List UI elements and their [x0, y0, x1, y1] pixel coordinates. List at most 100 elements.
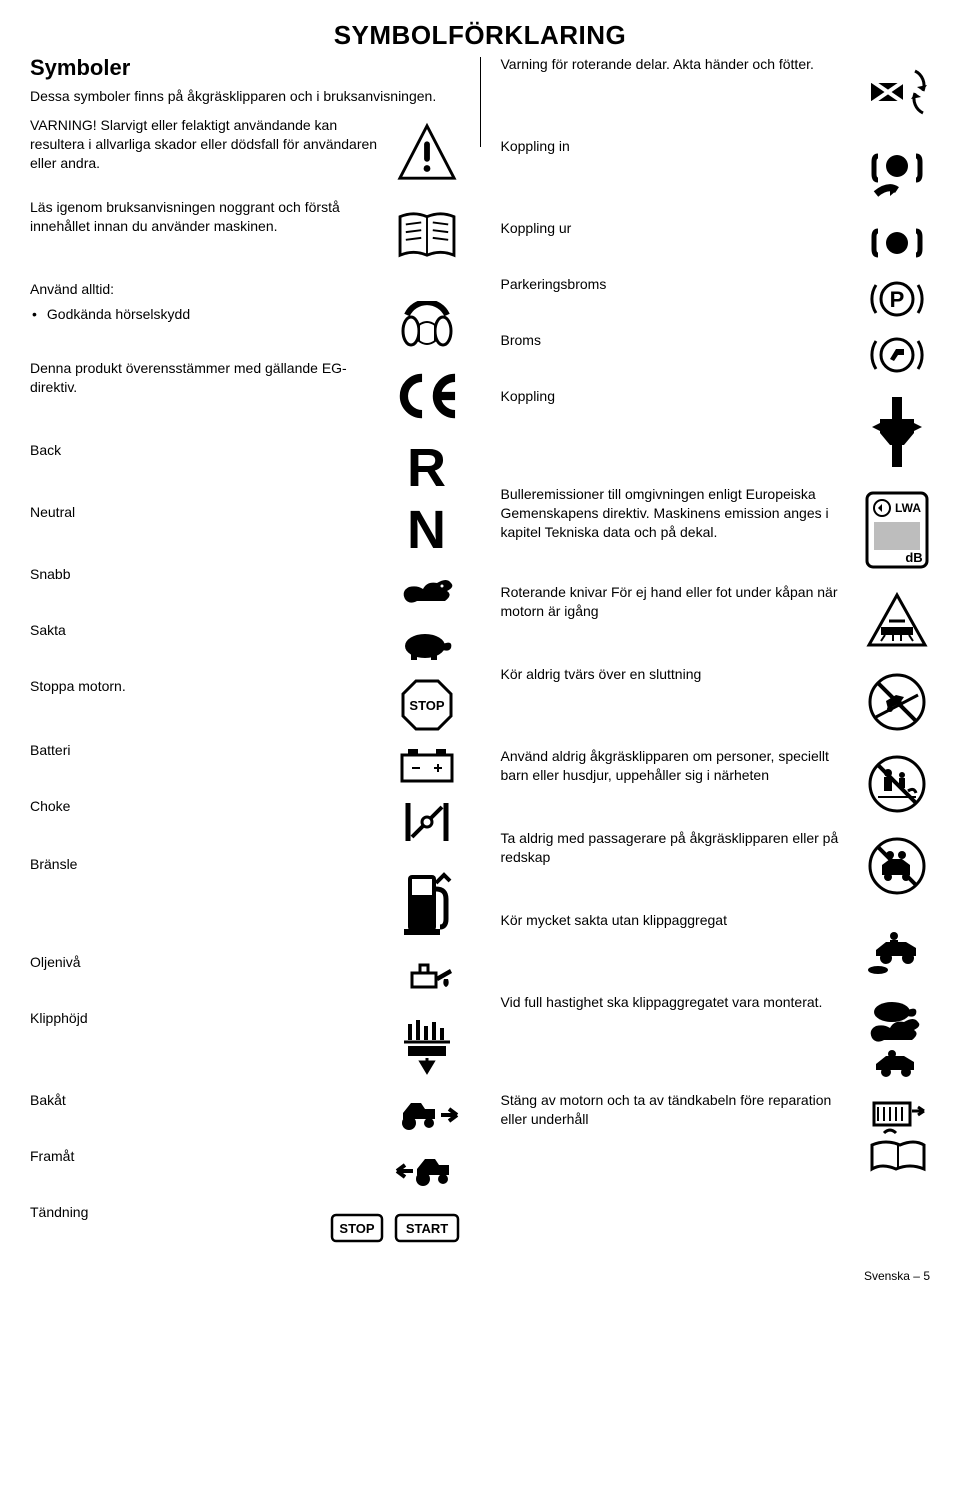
row-brake: Broms	[501, 331, 931, 379]
ear-protection-icon	[394, 301, 460, 351]
battery-icon	[394, 741, 460, 789]
battery-text: Batteri	[30, 741, 384, 760]
row-oil: Oljenivå	[30, 953, 460, 1001]
svg-text:LWA: LWA	[895, 501, 921, 515]
full-speed-text: Vid full hastighet ska klippaggregatet v…	[501, 993, 855, 1012]
row-stop-engine: Stoppa motorn. STOP	[30, 677, 460, 733]
oil-can-icon	[394, 953, 460, 1001]
row-no-slope: Kör aldrig tvärs över en sluttning	[501, 665, 931, 739]
row-no-bystanders: Använd aldrig åkgräsklipparen om persone…	[501, 747, 931, 821]
row-clutch-in: Koppling in	[501, 137, 931, 211]
row-fast: Snabb	[30, 565, 460, 613]
row-rot-knives: Roterande knivar För ej hand eller fot u…	[501, 583, 931, 657]
row-rotating: Varning för roterande delar. Akta händer…	[501, 55, 931, 129]
row-full-speed: Vid full hastighet ska klippaggregatet v…	[501, 993, 931, 1083]
warning-triangle-icon	[394, 116, 460, 190]
neutral-n-icon: N	[394, 503, 460, 557]
cut-height-text: Klipphöjd	[30, 1009, 384, 1028]
row-hearing: Godkända hörselskydd	[30, 301, 460, 351]
rot-knives-icon	[864, 583, 930, 657]
row-clutch: Koppling	[501, 387, 931, 477]
no-slope-icon	[864, 665, 930, 739]
row-choke: Choke	[30, 797, 460, 847]
choke-icon	[394, 797, 460, 847]
footer-page: 5	[923, 1269, 930, 1283]
row-slow: Sakta	[30, 621, 460, 669]
row-backward: Bakåt	[30, 1091, 460, 1139]
bullet-hearing: Godkända hörselskydd	[30, 305, 384, 324]
shutoff-icon	[864, 1091, 930, 1181]
slow-no-deck-text: Kör mycket sakta utan klippaggregat	[501, 911, 855, 930]
clutch-out-text: Koppling ur	[501, 219, 855, 238]
rotating-text: Varning för roterande delar. Akta händer…	[501, 55, 855, 74]
rabbit-icon	[394, 565, 460, 613]
full-speed-icon	[864, 993, 930, 1083]
svg-text:STOP: STOP	[339, 1221, 374, 1236]
row-no-passengers: Ta aldrig med passagerare på åkgräsklipp…	[501, 829, 931, 903]
park-brake-icon: P	[864, 275, 930, 323]
ce-mark-icon	[394, 359, 460, 433]
svg-text:P: P	[890, 287, 905, 312]
row-forward: Framåt	[30, 1147, 460, 1195]
clutch-icon	[864, 387, 930, 477]
row-cut-height: Klipphöjd	[30, 1009, 460, 1083]
slow-no-deck-icon	[864, 911, 930, 985]
clutch-in-text: Koppling in	[501, 137, 855, 156]
always-use-text: Använd alltid:	[30, 280, 460, 299]
no-bystanders-icon	[864, 747, 930, 821]
no-passengers-text: Ta aldrig med passagerare på åkgräsklipp…	[501, 829, 855, 867]
fast-text: Snabb	[30, 565, 384, 584]
forward-text: Framåt	[30, 1147, 384, 1166]
left-column: Symboler Dessa symboler finns på åkgräsk…	[30, 55, 460, 1259]
row-noise: Bulleremissioner till omgivningen enligt…	[501, 485, 931, 575]
park-brake-text: Parkeringsbroms	[501, 275, 855, 294]
row-battery: Batteri	[30, 741, 460, 789]
mower-forward-icon	[394, 1147, 460, 1195]
row-ignition: Tändning STOPSTART	[30, 1203, 460, 1251]
column-divider	[480, 57, 481, 147]
ignition-icon: STOP START	[330, 1203, 460, 1251]
row-clutch-out: Koppling ur	[501, 219, 931, 267]
brake-icon	[864, 331, 930, 379]
choke-text: Choke	[30, 797, 384, 816]
noise-text: Bulleremissioner till omgivningen enligt…	[501, 485, 855, 542]
clutch-out-icon	[864, 219, 930, 267]
row-ce: Denna produkt överensstämmer med gälland…	[30, 359, 460, 433]
right-column: Varning för roterande delar. Akta händer…	[501, 55, 931, 1259]
row-warning: VARNING! Slarvigt eller felaktigt använd…	[30, 116, 460, 190]
row-shutoff: Stäng av motorn och ta av tändkabeln för…	[501, 1091, 931, 1181]
content-columns: Symboler Dessa symboler finns på åkgräsk…	[30, 55, 930, 1259]
rotating-parts-icon	[864, 55, 930, 129]
svg-text:START: START	[405, 1221, 447, 1236]
row-back: Back R	[30, 441, 460, 495]
back-text: Back	[30, 441, 384, 460]
row-park-brake: Parkeringsbroms P	[501, 275, 931, 323]
oil-text: Oljenivå	[30, 953, 384, 972]
stop-engine-text: Stoppa motorn.	[30, 677, 384, 696]
fuel-pump-icon	[394, 855, 460, 945]
clutch-in-icon	[864, 137, 930, 211]
svg-text:STOP: STOP	[409, 698, 444, 713]
no-bystanders-text: Använd aldrig åkgräsklipparen om persone…	[501, 747, 855, 785]
shutoff-text: Stäng av motorn och ta av tändkabeln för…	[501, 1091, 855, 1129]
reverse-r-icon: R	[394, 441, 460, 495]
warning-text: VARNING! Slarvigt eller felaktigt använd…	[30, 116, 384, 173]
row-neutral: Neutral N	[30, 503, 460, 557]
page-footer: Svenska – 5	[30, 1269, 930, 1283]
stop-sign-icon: STOP	[394, 677, 460, 733]
section-symboler: Symboler	[30, 55, 460, 81]
rot-knives-text: Roterande knivar För ej hand eller fot u…	[501, 583, 855, 621]
brake-text: Broms	[501, 331, 855, 350]
row-read-manual: Läs igenom bruksanvisningen noggrant och…	[30, 198, 460, 272]
manual-book-icon	[394, 198, 460, 272]
row-fuel: Bränsle	[30, 855, 460, 945]
noise-label-icon: LWAdB	[864, 485, 930, 575]
backward-text: Bakåt	[30, 1091, 384, 1110]
turtle-icon	[394, 621, 460, 669]
footer-lang: Svenska	[864, 1269, 910, 1283]
row-slow-no-deck: Kör mycket sakta utan klippaggregat	[501, 911, 931, 985]
no-passengers-icon	[864, 829, 930, 903]
read-manual-text: Läs igenom bruksanvisningen noggrant och…	[30, 198, 384, 236]
fuel-text: Bränsle	[30, 855, 384, 874]
footer-dash: –	[910, 1269, 923, 1283]
